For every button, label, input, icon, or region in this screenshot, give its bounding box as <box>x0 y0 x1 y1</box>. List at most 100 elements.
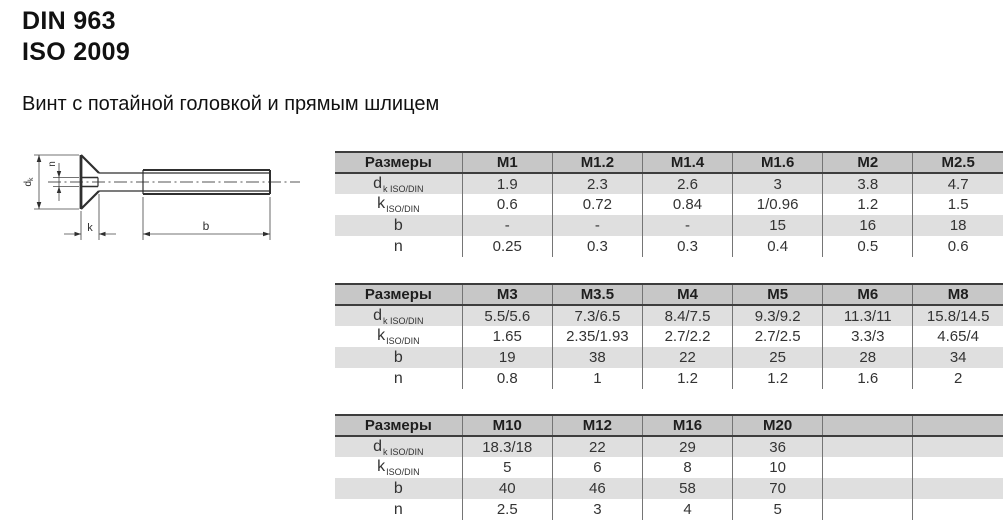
value-cell <box>822 478 913 499</box>
value-cell: 15 <box>732 215 823 236</box>
table-row: kISO/DIN 5 6 8 10 <box>335 457 1003 478</box>
size-header-cell <box>822 415 913 437</box>
size-header-cell: M10 <box>461 415 553 437</box>
value-cell: 1.2 <box>641 368 733 389</box>
value-cell <box>822 436 913 457</box>
row-label: b <box>335 347 463 368</box>
value-cell <box>912 499 1003 520</box>
value-cell: 15.8/14.5 <box>912 305 1003 326</box>
value-cell: 2.3 <box>551 173 643 194</box>
standard-iso: ISO 2009 <box>22 38 131 66</box>
dimensions-header-cell: Размеры <box>335 284 463 306</box>
value-cell: - <box>461 215 553 236</box>
value-cell <box>912 457 1003 478</box>
value-cell: 4.7 <box>912 173 1003 194</box>
row-label: kISO/DIN <box>377 195 420 214</box>
row-label: b <box>335 215 463 236</box>
table-row: b 40 46 58 70 <box>335 478 1003 499</box>
arrowhead <box>143 231 150 237</box>
value-cell: 3.3/3 <box>822 326 913 347</box>
dimensions-header-cell: Размеры <box>335 415 463 437</box>
size-header-cell: M6 <box>822 284 913 306</box>
table-row: dk ISO/DIN 18.3/18 22 29 36 <box>335 436 1003 457</box>
header-row: Размеры M1 M1.2 M1.4 M1.6 M2 M2.5 <box>335 152 1003 174</box>
size-header-cell: M5 <box>732 284 823 306</box>
dimensions-header-cell: Размеры <box>335 152 463 174</box>
size-header-cell: M2 <box>822 152 913 174</box>
size-header-cell <box>912 415 1003 437</box>
value-cell: 3 <box>732 173 823 194</box>
value-cell: 2 <box>912 368 1003 389</box>
table-row: b - - -15 16 18 <box>335 215 1003 236</box>
value-cell: 36 <box>732 436 823 457</box>
value-cell: 8.4/7.5 <box>641 305 733 326</box>
value-cell: 2.7/2.5 <box>732 326 823 347</box>
arrowhead <box>99 231 106 237</box>
value-cell: 4.65/4 <box>912 326 1003 347</box>
arrowhead <box>74 231 81 237</box>
size-header-cell: M4 <box>641 284 733 306</box>
b-dimension-label: b <box>203 219 210 233</box>
value-cell: 0.6 <box>912 236 1003 257</box>
value-cell: 5 <box>461 457 553 478</box>
dimensions-table-3: Размеры M10 M12 M16 M20 dk ISO/DIN 18.3/18 22 29… <box>335 414 1003 520</box>
row-label: n <box>393 369 403 387</box>
row-label: dk ISO/DIN <box>335 173 463 194</box>
value-cell: 28 <box>822 347 913 368</box>
value-cell: 0.5 <box>822 236 913 257</box>
dimensions-table-1: Размеры M1 M1.2 M1.4 M1.6 M2 M2.5 dk ISO/DIN 1.9… <box>335 151 1003 257</box>
table-row: n 0.8 1 1.2 1.2 1.6 2 <box>335 368 1003 389</box>
header-row: Размеры M3 M3.5 M4 M5 M6 M8 <box>335 284 1003 306</box>
value-cell: 4 <box>641 499 733 520</box>
table-row: kISO/DIN 0.6 0.72 0.84 1/0.96 1.2 1.5 <box>335 194 1003 215</box>
dk-dimension-label: dk <box>23 177 35 187</box>
size-header-cell: M16 <box>641 415 733 437</box>
value-cell: 0.4 <box>732 236 823 257</box>
value-cell: 34 <box>912 347 1003 368</box>
header-row: Размеры M10 M12 M16 M20 <box>335 415 1003 437</box>
table-row: dk ISO/DIN 5.5/5.6 7.3/6.5 8.4/7.5 9.3/9.2 11… <box>335 305 1003 326</box>
row-label: kISO/DIN <box>377 327 420 346</box>
value-cell: 0.3 <box>641 236 733 257</box>
value-cell: 5.5/5.6 <box>461 305 553 326</box>
value-cell: 19 <box>461 347 553 368</box>
row-label: dk ISO/DIN <box>335 436 463 457</box>
value-cell: 70 <box>732 478 823 499</box>
head-cone-bottom <box>80 190 100 210</box>
value-cell: 1 <box>551 368 643 389</box>
table-row: kISO/DIN 1.65 2.35/1.93 2.7/2.2 2.7/2.5 3.3/3… <box>335 326 1003 347</box>
value-cell: 2.7/2.2 <box>641 326 733 347</box>
value-cell: 22 <box>551 436 643 457</box>
value-cell: 29 <box>641 436 733 457</box>
value-cell: 40 <box>461 478 553 499</box>
value-cell: 58 <box>641 478 733 499</box>
page-title: Винт с потайной головкой и прямым шлицем <box>22 93 440 115</box>
size-header-cell: M3 <box>461 284 553 306</box>
arrowhead <box>56 171 62 178</box>
size-header-cell: M3.5 <box>551 284 643 306</box>
value-cell: 46 <box>551 478 643 499</box>
value-cell: 2.35/1.93 <box>551 326 643 347</box>
value-cell: 0.84 <box>641 194 733 215</box>
value-cell: 7.3/6.5 <box>551 305 643 326</box>
value-cell: 16 <box>822 215 913 236</box>
size-header-cell: M2.5 <box>912 152 1003 174</box>
value-cell <box>912 436 1003 457</box>
value-cell: - <box>551 215 643 236</box>
size-header-cell: M1 <box>461 152 553 174</box>
value-cell: 1.2 <box>732 368 823 389</box>
value-cell: 1.5 <box>912 194 1003 215</box>
value-cell: 22 <box>641 347 733 368</box>
value-cell: 10 <box>732 457 823 478</box>
value-cell: 1.6 <box>822 368 913 389</box>
value-cell: - <box>641 215 733 236</box>
screw-technical-drawing: dk n k b <box>23 154 300 240</box>
size-header-cell: M1.2 <box>551 152 643 174</box>
value-cell: 6 <box>551 457 643 478</box>
row-label: n <box>393 500 403 518</box>
value-cell: 0.72 <box>551 194 643 215</box>
arrowhead <box>36 155 42 162</box>
value-cell: 2.6 <box>641 173 733 194</box>
size-header-cell: M1.4 <box>641 152 733 174</box>
